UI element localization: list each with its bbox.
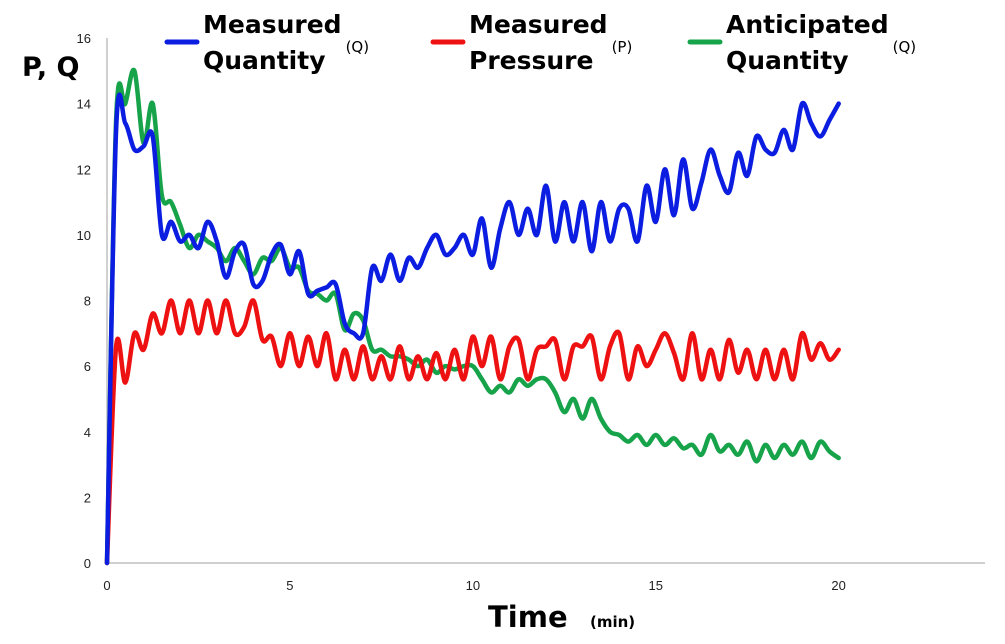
legend-symbol: (Q) (893, 38, 917, 56)
x-tick-label: 10 (466, 578, 480, 593)
data-series (104, 67, 841, 566)
legend-symbol: (Q) (346, 38, 370, 56)
x-axis-unit: (min) (590, 613, 635, 631)
y-tick-label: 8 (84, 294, 91, 309)
legend-entry-measured-quantity: Measured Quantity (Q) (164, 10, 370, 75)
legend-entry-anticipated-quantity: Anticipated Quantity (Q) (687, 10, 917, 75)
series-line-measured-pressure (104, 298, 841, 566)
x-tick-label: 15 (649, 578, 663, 593)
y-axis-label: P, Q (22, 52, 79, 83)
axes (106, 38, 985, 564)
tick-labels: 0 5 10 15 20 0 2 4 6 8 10 12 14 16 (77, 31, 846, 593)
legend-label-line1: Anticipated (726, 10, 889, 39)
legend-label-line1: Measured (203, 10, 342, 39)
y-tick-label: 6 (84, 359, 91, 374)
x-tick-label: 20 (831, 578, 845, 593)
y-tick-label: 16 (77, 31, 91, 46)
legend-label-line2: Quantity (203, 46, 326, 75)
y-tick-label: 10 (77, 228, 91, 243)
y-tick-label: 14 (77, 97, 91, 112)
series-line-anticipated-quantity (104, 67, 841, 566)
y-tick-label: 12 (77, 162, 91, 177)
y-tick-label: 4 (84, 425, 91, 440)
y-tick-label: 2 (84, 490, 91, 505)
legend-label-line2: Quantity (726, 46, 849, 75)
legend-entry-measured-pressure: Measured Pressure (P) (430, 10, 633, 75)
legend-label-line2: Pressure (469, 46, 593, 75)
x-axis-label: Time (488, 600, 568, 634)
legend-label-line1: Measured (469, 10, 608, 39)
series-line-measured-quantity (104, 92, 841, 566)
x-tick-label: 5 (286, 578, 293, 593)
y-tick-label: 0 (84, 556, 91, 571)
x-tick-label: 0 (103, 578, 110, 593)
legend-symbol: (P) (612, 38, 633, 56)
